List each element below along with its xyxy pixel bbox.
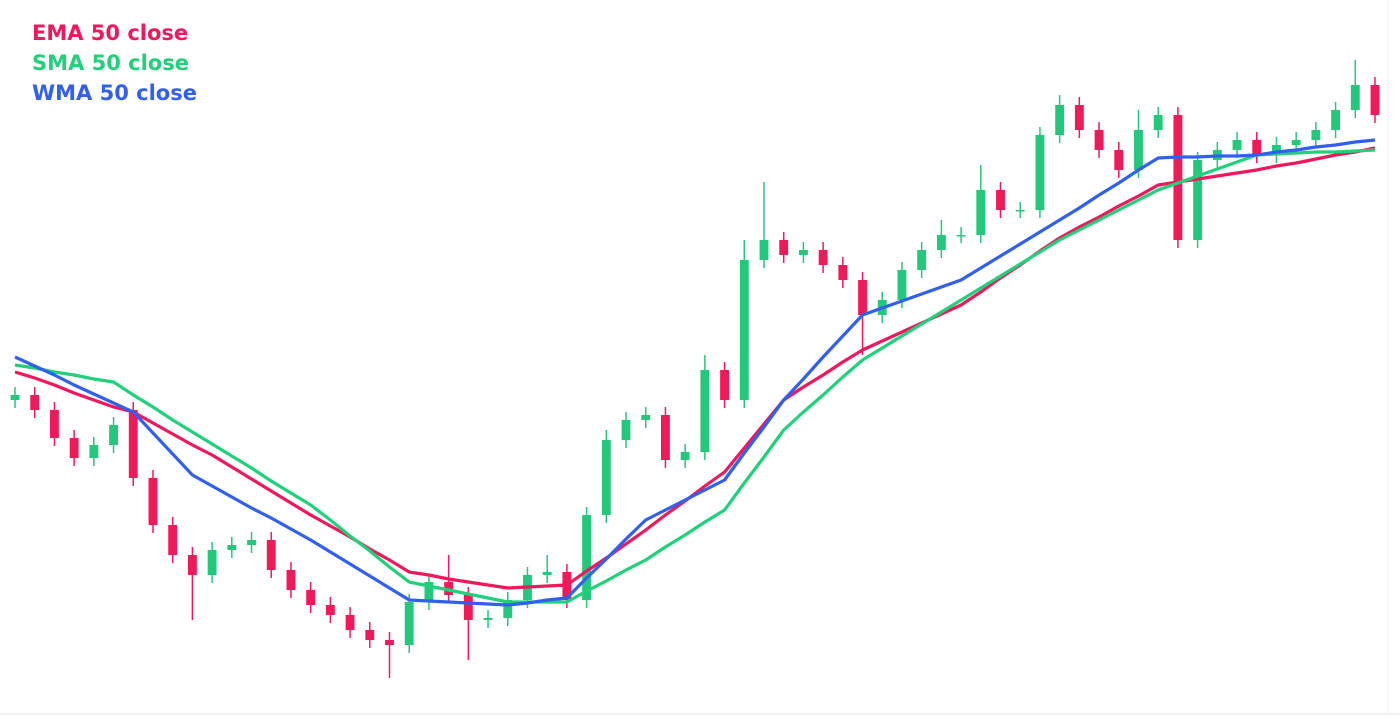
candle-body [858, 280, 867, 315]
candle-body [720, 370, 729, 400]
candle-body [700, 370, 710, 452]
candle-body [1114, 150, 1124, 170]
candle-body [1173, 115, 1183, 240]
candle-body [1350, 85, 1360, 110]
candle-body [168, 525, 178, 555]
candle-body [109, 425, 118, 445]
legend-entry: WMA 50 close [32, 81, 197, 105]
candle-body [1370, 85, 1380, 115]
candle-body [89, 445, 99, 458]
candle-body [463, 595, 473, 620]
candle-body [641, 415, 651, 420]
candle-body [661, 415, 670, 460]
candle-body [128, 410, 138, 478]
candle-body [1074, 105, 1084, 130]
candle-body [385, 640, 394, 645]
candle-body [365, 630, 375, 640]
candle-body [148, 478, 158, 525]
legend: EMA 50 close SMA 50 close WMA 50 close [32, 21, 197, 105]
candle-body [404, 602, 414, 645]
candle-body [49, 410, 59, 438]
candle-body [956, 235, 966, 237]
candle-body [10, 395, 20, 400]
candle-body [601, 440, 611, 515]
candle-body [227, 545, 237, 550]
candle-body [207, 550, 217, 575]
candle-body [424, 582, 434, 602]
candle-body [582, 515, 592, 600]
candle-body [759, 240, 769, 260]
candle-body [1272, 145, 1281, 155]
ma-line [14, 138, 1376, 607]
candle-body [976, 190, 986, 235]
candle-body [306, 590, 316, 605]
candle-body [542, 572, 552, 575]
candle-body [483, 618, 493, 620]
candle-body [1252, 140, 1262, 155]
candle-body [1015, 210, 1025, 212]
candle-body [30, 395, 40, 410]
candle-body [1311, 130, 1321, 140]
candle-body [1055, 105, 1065, 135]
candle-body [345, 615, 355, 630]
candle-body [325, 605, 335, 615]
legend-entry: EMA 50 close [32, 21, 188, 45]
candle-body [779, 240, 789, 255]
candle-body [247, 540, 256, 545]
candle-body [680, 452, 690, 460]
candle-body [187, 555, 197, 575]
candle-body [739, 260, 749, 400]
candle-body [798, 250, 808, 255]
ma-line [14, 146, 1376, 590]
candle-body [1232, 140, 1242, 150]
candle-body [1094, 130, 1104, 150]
candle-body [897, 270, 907, 300]
candle-body [838, 265, 848, 280]
candle-body [917, 250, 927, 270]
candle-body [936, 235, 946, 250]
candle-body [1134, 130, 1143, 170]
candle-body [1291, 140, 1301, 145]
candle-body [1331, 110, 1341, 130]
candle-body [286, 570, 296, 590]
candle-body [503, 600, 513, 618]
candle-body [818, 250, 828, 265]
legend-entry: SMA 50 close [32, 51, 189, 75]
candle-body [621, 420, 631, 440]
ma-line [14, 148, 1376, 604]
candle-body [1193, 160, 1203, 240]
candle-body [1153, 115, 1163, 130]
candle-body [1035, 135, 1045, 210]
candle-body [266, 540, 276, 570]
candle-body [996, 190, 1005, 210]
candle-body [69, 438, 79, 458]
